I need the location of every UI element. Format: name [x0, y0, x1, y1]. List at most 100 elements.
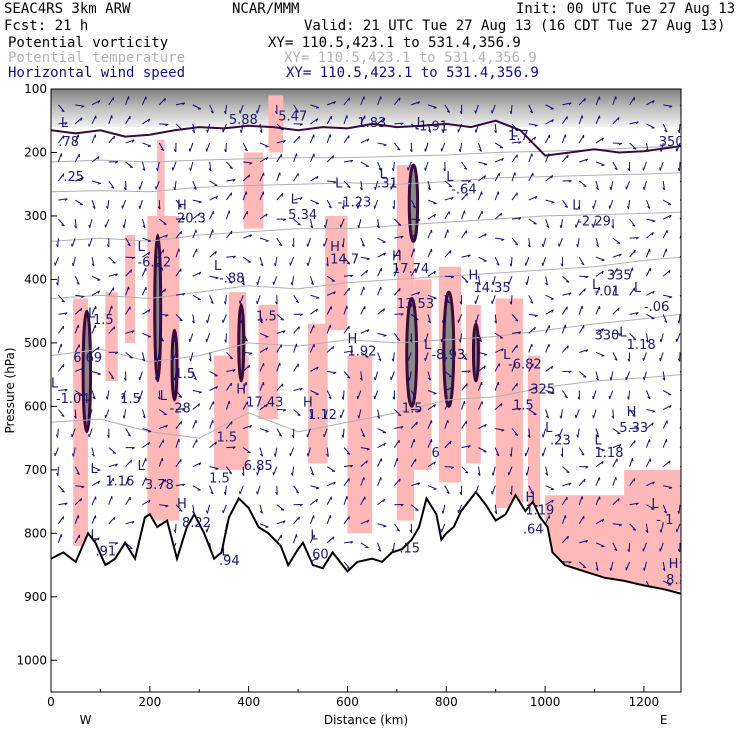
wind-vector [58, 388, 68, 391]
wind-vector-head [297, 414, 301, 417]
wind-vector [209, 485, 214, 495]
wind-vector-head [396, 458, 399, 462]
wind-vector-head [413, 396, 417, 399]
wind-vector [424, 142, 429, 152]
wind-vector [360, 371, 363, 381]
wind-vector [662, 504, 668, 514]
wind-vector [125, 96, 130, 106]
wind-vector [494, 123, 497, 133]
contour-label: L [137, 459, 145, 474]
wind-vector-head [97, 346, 100, 350]
wind-vector [175, 390, 183, 398]
wind-vector [326, 536, 335, 544]
wind-vector-head [484, 233, 487, 237]
contour-label: L [137, 240, 145, 255]
wind-vector-head [127, 243, 131, 247]
wind-vector [142, 332, 151, 338]
stratosphere-pv-band [51, 89, 681, 128]
wind-vector-head [443, 168, 446, 172]
wind-vector [276, 123, 284, 131]
wind-vector-head [282, 409, 287, 412]
wind-vector-head [382, 117, 385, 122]
wind-vector [377, 308, 385, 315]
field-wind-xy: XY= 110.5,423.1 to 531.4,356.9 [286, 65, 539, 81]
wind-vector-head [228, 210, 231, 214]
wind-vector-head [643, 567, 645, 571]
wind-vector-head [215, 468, 219, 470]
wind-vector-head [361, 244, 365, 247]
wind-vector [175, 458, 182, 467]
wind-vector-head [509, 301, 512, 305]
contour-label: 1.83 [357, 116, 386, 131]
wind-vector [326, 515, 331, 524]
wind-vector [411, 218, 421, 221]
pv-region [243, 152, 264, 229]
wind-vector-head [192, 320, 195, 324]
wind-vector-head [463, 167, 468, 170]
wind-vector [91, 480, 100, 487]
wind-vector [326, 115, 332, 125]
wind-vector [424, 161, 429, 171]
wind-vector-head [256, 281, 258, 285]
wind-vector [72, 257, 76, 267]
wind-vector [192, 212, 201, 220]
wind-vector-head [206, 129, 208, 133]
wind-vector [239, 485, 244, 495]
wind-vector-head [585, 276, 589, 279]
wind-vector [578, 180, 587, 187]
wind-vector [192, 485, 201, 491]
contour-label: -.1 [656, 513, 673, 528]
wind-vector [394, 142, 401, 151]
wind-vector-head [72, 453, 74, 457]
wind-vector [192, 104, 202, 110]
wind-vector [225, 210, 230, 220]
wind-vector [646, 123, 655, 129]
wind-vector-head [198, 391, 202, 394]
wind-vector [394, 478, 401, 487]
contour-label: .15 [399, 541, 420, 556]
wind-vector [158, 200, 161, 210]
wind-vector [158, 479, 167, 487]
wind-vector-head [341, 434, 344, 438]
wind-vector-head [173, 339, 177, 343]
wind-vector [491, 295, 496, 304]
wind-vector [561, 515, 566, 524]
wind-vector-head [645, 530, 649, 533]
contour-label: 1.5 [175, 367, 196, 382]
wind-vector [309, 324, 315, 334]
wind-vector [192, 180, 197, 190]
wind-vector [545, 175, 553, 182]
wind-vector-head [229, 281, 233, 284]
wind-vector [289, 447, 295, 457]
wind-vector-head [232, 255, 236, 259]
wind-vector-head [179, 128, 183, 131]
wind-vector-head [148, 499, 151, 503]
wind-vector [562, 482, 572, 487]
wind-vector [58, 409, 65, 417]
wind-vector [256, 466, 261, 476]
wind-vector-head [256, 491, 258, 495]
wind-vector-head [192, 130, 195, 134]
wind-vector [679, 233, 681, 239]
wind-vector-head [446, 491, 450, 494]
header-line2-left: Fcst: 21 h [4, 18, 89, 34]
wind-vector [562, 535, 569, 544]
wind-vector [561, 306, 568, 315]
wind-vector [659, 352, 664, 362]
wind-vector [326, 275, 336, 282]
wind-vector [326, 345, 335, 353]
wind-vector [444, 387, 454, 391]
wind-vector [141, 409, 146, 419]
wind-vector [528, 313, 538, 317]
header-line1-mid: NCAR/MMM [232, 1, 300, 17]
wind-vector-head [400, 122, 404, 126]
contour-label: L [619, 326, 627, 341]
wind-vector-head [585, 349, 589, 353]
wind-vector [74, 117, 83, 125]
wind-vector [595, 371, 599, 381]
wind-vector [578, 97, 586, 106]
wind-vector [209, 419, 214, 429]
wind-vector-head [529, 110, 533, 114]
wind-vector [157, 161, 160, 171]
wind-vector-head [193, 187, 197, 190]
